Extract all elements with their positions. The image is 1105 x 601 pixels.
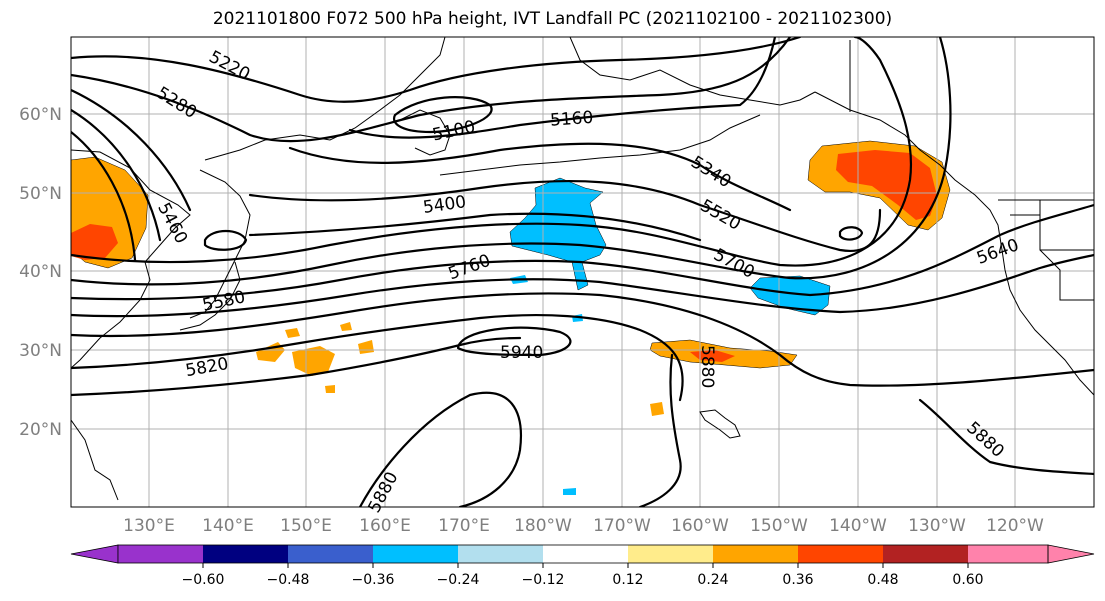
contour-5880-south (358, 391, 522, 507)
lon-label-130e: 130°E (123, 516, 175, 536)
coast-asia (71, 149, 191, 369)
contour-5280 (71, 37, 792, 143)
lat-label-20n: 20°N (19, 420, 62, 440)
lat-label-60n: 60°N (19, 105, 62, 125)
coast-kurils (189, 169, 251, 319)
colorbar-seg (543, 545, 628, 563)
colorbar: −0.60 −0.48 −0.36 −0.24 −0.12 0.12 0.24 … (70, 544, 1095, 588)
colorbar-seg (288, 545, 373, 563)
contour-5580 (71, 37, 952, 286)
colorbar-tick-label: 0.60 (952, 572, 983, 588)
shade-west-orange2 (292, 346, 335, 376)
shade-asia-red (71, 224, 118, 260)
colorbar-seg (373, 545, 458, 563)
contour-low-small (838, 226, 864, 241)
contour-5880-north (71, 336, 522, 397)
colorbar-tick-label: −0.12 (522, 572, 565, 588)
coast-hawaii (699, 409, 741, 439)
contour-5340 (71, 88, 792, 212)
colorbar-seg (968, 545, 1048, 563)
colorbar-seg (203, 545, 288, 563)
lon-label-160e: 160°E (359, 516, 411, 536)
colorbar-ticks (202, 563, 969, 568)
contour-label: 5160 (549, 108, 594, 131)
latitude-labels: 60°N 50°N 40°N 30°N 20°N (19, 105, 62, 440)
colorbar-seg (118, 545, 203, 563)
lon-label-130w: 130°W (908, 516, 966, 536)
contour-5760 (71, 292, 1094, 387)
colorbar-tick-label: 0.36 (782, 572, 813, 588)
lon-label-140e: 140°E (202, 516, 254, 536)
shade-blue-dot3 (563, 488, 576, 495)
lon-label-170e: 170°E (438, 516, 490, 536)
lon-label-150e: 150°E (280, 516, 332, 536)
colorbar-tick-label: −0.48 (267, 572, 310, 588)
coast-japan (179, 261, 241, 331)
colorbar-seg (458, 545, 543, 563)
lat-label-30n: 30°N (19, 341, 62, 361)
shade-west-orange3 (285, 328, 300, 338)
coast-kamchatka (204, 37, 446, 161)
contour-5880-se (918, 398, 1094, 476)
coast-aleutians (439, 114, 761, 176)
lon-label-120w: 120°W (986, 516, 1044, 536)
shade-west-orange4 (340, 322, 352, 331)
coast-asia-coast2 (71, 419, 119, 501)
contour-5400 (71, 108, 882, 253)
contour-5160 (348, 37, 777, 139)
lon-label-170w: 170°W (593, 516, 651, 536)
contour-label: 5880 (697, 345, 717, 388)
coastlines (71, 37, 1094, 501)
contour-label: 5940 (500, 343, 543, 363)
coast-alaska (569, 37, 816, 106)
colorbar-outline (117, 544, 1049, 564)
lon-label-160w: 160°W (671, 516, 729, 536)
lon-label-180w: 180°W (514, 516, 572, 536)
border-states (1010, 200, 1094, 301)
contour-5940 (456, 326, 572, 357)
colorbar-extend-low (70, 544, 119, 564)
colorbar-tick-label: −0.24 (437, 572, 480, 588)
graticule (71, 37, 1094, 507)
lat-label-50n: 50°N (19, 184, 62, 204)
contour-5520 (71, 37, 913, 267)
shade-pacific-blue-east (749, 275, 831, 316)
contour-5640 (71, 203, 1094, 301)
map-frame (70, 36, 1095, 508)
contour-low-asia (203, 229, 248, 251)
colorbar-seg (628, 545, 713, 563)
contour-5700 (71, 253, 1094, 318)
shade-west-orange7 (650, 402, 664, 416)
lon-label-140w: 140°W (829, 516, 887, 536)
contour-5100 (392, 96, 493, 134)
contour-5460 (71, 130, 702, 262)
contour-5880-east (638, 353, 682, 507)
shade-west-orange6 (325, 385, 335, 393)
colorbar-seg (798, 545, 883, 563)
colorbar-tick-label: −0.36 (352, 572, 395, 588)
colorbar-tick-label: −0.60 (182, 572, 225, 588)
map-title: 2021101800 F072 500 hPa height, IVT Land… (212, 9, 893, 29)
colorbar-tick-label: 0.48 (867, 572, 898, 588)
shade-subtrop-red (690, 350, 735, 362)
height-contours (71, 37, 1094, 507)
contour-5220 (71, 37, 802, 103)
coast-northamerica (814, 91, 1094, 396)
longitude-labels: 130°E 140°E 150°E 160°E 170°E 180°W 170°… (123, 516, 1044, 536)
colorbar-tick-label: 0.24 (697, 572, 728, 588)
colorbar-seg (713, 545, 798, 563)
lon-label-150w: 150°W (750, 516, 808, 536)
colorbar-extend-high (1047, 544, 1095, 564)
lat-label-40n: 40°N (19, 262, 62, 282)
colorbar-seg (883, 545, 968, 563)
colorbar-tick-label: 0.12 (612, 572, 643, 588)
contour-5820 (71, 314, 684, 402)
